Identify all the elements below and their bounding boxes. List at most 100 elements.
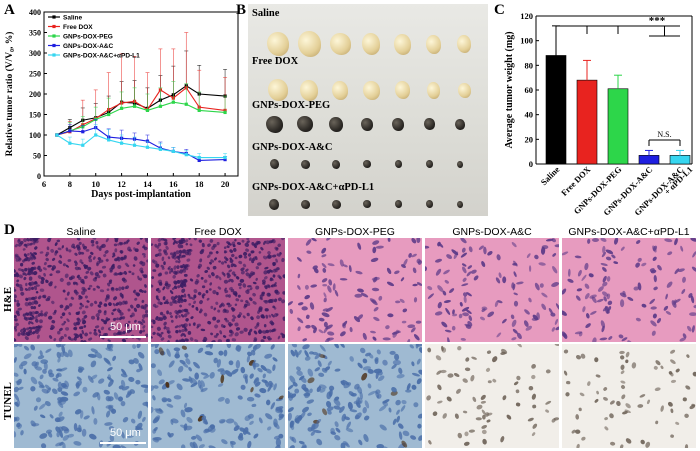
nucleus — [353, 316, 361, 323]
nucleus — [410, 327, 416, 333]
nucleus — [63, 321, 67, 324]
nucleus — [307, 368, 314, 377]
nucleus — [265, 284, 270, 288]
nucleus — [135, 303, 141, 309]
nucleus — [265, 314, 269, 319]
nucleus — [85, 270, 90, 274]
nucleus — [197, 291, 202, 296]
nucleus — [246, 312, 250, 317]
nucleus — [322, 267, 327, 273]
nucleus — [333, 405, 341, 410]
nucleus — [211, 272, 215, 277]
nucleus — [70, 338, 75, 341]
nucleus — [208, 445, 217, 448]
nucleus — [154, 415, 161, 422]
nucleus — [209, 372, 215, 379]
nucleus — [619, 444, 624, 448]
nucleus — [57, 344, 66, 347]
nucleus — [323, 297, 327, 303]
nucleus — [186, 258, 191, 262]
nucleus — [173, 239, 178, 244]
data-point — [223, 158, 227, 162]
nucleus — [451, 325, 456, 331]
nucleus — [71, 243, 75, 248]
nucleus — [460, 238, 467, 244]
nucleus — [56, 431, 60, 438]
nucleus — [355, 270, 363, 275]
tumor-specimen — [331, 199, 341, 209]
nucleus — [93, 328, 97, 332]
nucleus — [182, 278, 187, 283]
nucleus — [656, 317, 662, 324]
nucleus — [59, 352, 65, 358]
nucleus — [411, 384, 417, 390]
nucleus — [297, 326, 301, 332]
nucleus — [402, 308, 408, 313]
nucleus — [249, 373, 254, 379]
nucleus — [563, 370, 568, 376]
he-micrograph-4 — [425, 238, 559, 342]
nucleus — [686, 354, 690, 358]
nucleus — [466, 292, 472, 297]
nucleus — [83, 415, 90, 420]
nucleus — [200, 328, 206, 332]
nucleus — [200, 276, 204, 280]
nucleus — [102, 273, 107, 278]
nucleus — [264, 380, 270, 388]
nucleus — [602, 281, 608, 287]
nucleus — [473, 275, 479, 281]
nucleus — [145, 333, 148, 338]
nucleus — [261, 330, 267, 334]
nucleus — [27, 301, 32, 306]
nucleus — [40, 310, 43, 314]
nucleus — [545, 400, 552, 405]
nucleus — [162, 286, 166, 291]
nucleus — [143, 255, 146, 258]
nucleus — [586, 313, 590, 319]
nucleus — [217, 383, 224, 387]
nucleus — [339, 259, 344, 267]
nucleus — [28, 276, 33, 281]
nucleus — [188, 248, 193, 252]
nucleus — [363, 415, 370, 421]
nucleus — [255, 277, 258, 281]
nucleus — [39, 433, 48, 439]
nucleus — [227, 304, 232, 308]
nucleus — [273, 313, 278, 318]
nucleus — [14, 344, 18, 348]
nucleus — [463, 441, 470, 446]
nucleus — [144, 303, 148, 308]
nucleus — [265, 399, 271, 406]
nucleus — [201, 242, 205, 248]
nucleus — [268, 314, 272, 318]
nucleus — [188, 238, 191, 240]
tumor-specimen — [297, 116, 313, 132]
nucleus — [418, 369, 422, 375]
nucleus — [184, 239, 189, 243]
nucleus — [249, 420, 254, 425]
nucleus — [258, 329, 262, 334]
nucleus — [229, 257, 232, 260]
nucleus — [670, 434, 674, 438]
nucleus — [191, 304, 195, 308]
nucleus — [305, 239, 312, 246]
nucleus — [405, 389, 412, 393]
tumor-specimen — [268, 79, 288, 101]
nucleus — [32, 305, 37, 310]
nucleus — [428, 440, 432, 445]
nucleus — [76, 317, 80, 321]
nucleus — [637, 282, 642, 291]
nucleus — [172, 253, 177, 257]
nucleus — [61, 245, 64, 249]
nucleus — [193, 238, 197, 241]
nucleus — [273, 284, 277, 287]
nucleus — [515, 389, 520, 394]
legend-label: GNPs-DOX-A&C — [63, 43, 114, 50]
nucleus — [169, 301, 173, 306]
nucleus — [67, 349, 73, 358]
nucleus — [59, 430, 64, 438]
nucleus — [34, 310, 39, 315]
nucleus — [305, 314, 310, 319]
nucleus — [259, 388, 267, 394]
nucleus — [674, 298, 681, 303]
